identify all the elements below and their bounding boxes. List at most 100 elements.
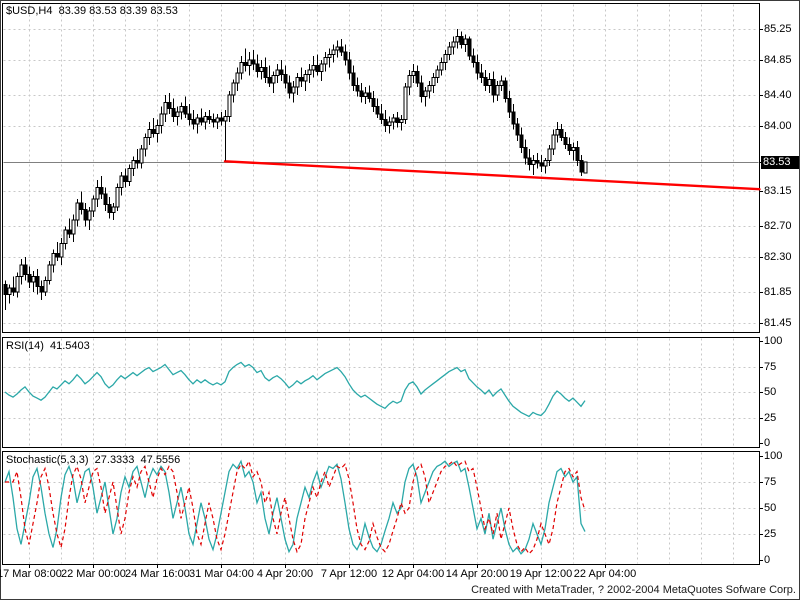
candle xyxy=(351,65,356,91)
candle xyxy=(115,183,120,211)
candle xyxy=(419,75,424,103)
candle xyxy=(191,110,196,130)
stochastic-scale-label: 75 xyxy=(764,476,777,488)
rsi-scale-label: 75 xyxy=(764,361,777,373)
candle xyxy=(515,117,520,142)
candle xyxy=(239,56,244,80)
candle xyxy=(279,59,284,81)
candle xyxy=(259,59,264,80)
price-axis-label: 81.45 xyxy=(764,317,792,329)
candle xyxy=(303,70,308,91)
time-axis-label: 19 Apr 12:00 xyxy=(509,568,573,580)
time-axis-label: 31 Mar 04:00 xyxy=(189,568,254,580)
axis-ticks xyxy=(29,29,763,568)
candle xyxy=(139,145,144,169)
candle xyxy=(87,206,92,231)
candle xyxy=(375,98,380,118)
candle xyxy=(443,49,448,71)
candle xyxy=(27,266,32,289)
candle xyxy=(407,70,412,95)
rsi-scale-label: 25 xyxy=(764,412,777,424)
pane-borders xyxy=(2,3,760,565)
candle xyxy=(339,39,344,57)
candle xyxy=(243,48,248,72)
rsi-scale-label: 100 xyxy=(764,335,783,347)
candle xyxy=(207,110,212,125)
candle xyxy=(463,34,468,53)
candle xyxy=(471,48,476,68)
candle xyxy=(247,52,252,76)
candle xyxy=(75,199,80,227)
stochastic-d-line xyxy=(5,459,586,555)
candle xyxy=(355,77,360,97)
candle xyxy=(347,52,352,80)
candle xyxy=(19,258,24,285)
candle xyxy=(195,114,200,134)
time-axis-label: 4 Apr 20:00 xyxy=(256,568,314,580)
candle xyxy=(555,121,560,143)
candle xyxy=(131,156,136,176)
candle xyxy=(99,176,104,200)
candle xyxy=(539,155,544,173)
candle xyxy=(135,148,140,169)
candle xyxy=(467,36,472,60)
candle xyxy=(31,271,36,293)
trendline[interactable] xyxy=(223,160,761,191)
candle xyxy=(127,164,132,187)
candle xyxy=(15,272,20,298)
candle xyxy=(67,218,72,238)
candle xyxy=(203,111,208,130)
candle xyxy=(315,54,320,76)
candle xyxy=(483,70,488,91)
candle xyxy=(11,276,16,296)
candle xyxy=(215,114,220,129)
candle xyxy=(143,133,148,157)
candle xyxy=(495,80,500,101)
candlestick-series xyxy=(3,29,588,310)
candle xyxy=(423,87,428,107)
candle xyxy=(103,187,108,211)
candle xyxy=(383,110,388,132)
candle xyxy=(551,129,556,156)
candle xyxy=(387,116,392,134)
candle xyxy=(231,79,236,103)
candle xyxy=(511,104,516,130)
candle xyxy=(583,161,588,174)
time-axis-label: 14 Apr 20:00 xyxy=(445,568,509,580)
candle xyxy=(227,90,232,122)
price-axis-label: 84.85 xyxy=(764,54,792,66)
candle xyxy=(163,94,168,122)
candle xyxy=(395,111,400,128)
candle xyxy=(575,141,580,166)
candle xyxy=(363,87,368,105)
candle xyxy=(119,172,124,196)
candle xyxy=(95,179,100,207)
candle xyxy=(291,80,296,103)
candle xyxy=(175,106,180,126)
candle xyxy=(431,73,436,94)
candle xyxy=(151,117,156,138)
candle xyxy=(367,85,372,103)
candle xyxy=(411,63,416,84)
candle xyxy=(519,127,524,153)
candle xyxy=(267,65,272,88)
candle xyxy=(527,148,532,171)
candle xyxy=(47,261,52,285)
candle xyxy=(271,71,276,94)
candle xyxy=(531,155,536,176)
candle xyxy=(219,111,224,126)
candle xyxy=(391,114,396,130)
candle xyxy=(211,113,216,128)
candle xyxy=(491,71,496,103)
current-price-tag: 83.53 xyxy=(761,156,799,169)
candle xyxy=(311,56,316,78)
rsi-scale-label: 50 xyxy=(764,386,777,398)
candle xyxy=(479,63,484,84)
candle xyxy=(439,57,444,76)
candle xyxy=(435,65,440,84)
time-axis-label: 17 Mar 08:00 xyxy=(0,568,62,580)
candle xyxy=(455,29,460,49)
candle xyxy=(43,276,48,296)
